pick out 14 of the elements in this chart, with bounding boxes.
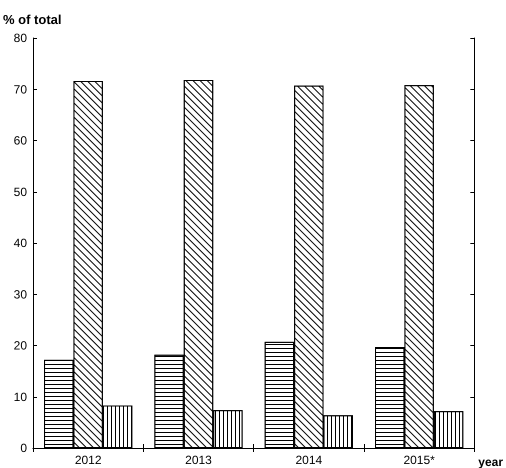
x-tick-label: 2015* — [403, 453, 436, 467]
y-tick-label: 50 — [14, 184, 28, 199]
x-tick-label: 2014 — [295, 453, 322, 467]
y-tick-label: 40 — [14, 236, 28, 250]
y-tick-label: 60 — [14, 134, 28, 148]
y-tick-label: 70 — [14, 82, 28, 96]
y-tick-label: 0 — [20, 441, 28, 455]
x-tick-label: 2013 — [185, 453, 212, 467]
x-tick-label: 2012 — [74, 453, 102, 467]
y-tick-label: 80 — [14, 31, 28, 45]
y-tick-label: 10 — [14, 390, 28, 404]
y-tick-label: 30 — [14, 287, 28, 302]
y-tick-label: 20 — [14, 338, 28, 352]
y-axis-title: % of total — [3, 12, 62, 27]
